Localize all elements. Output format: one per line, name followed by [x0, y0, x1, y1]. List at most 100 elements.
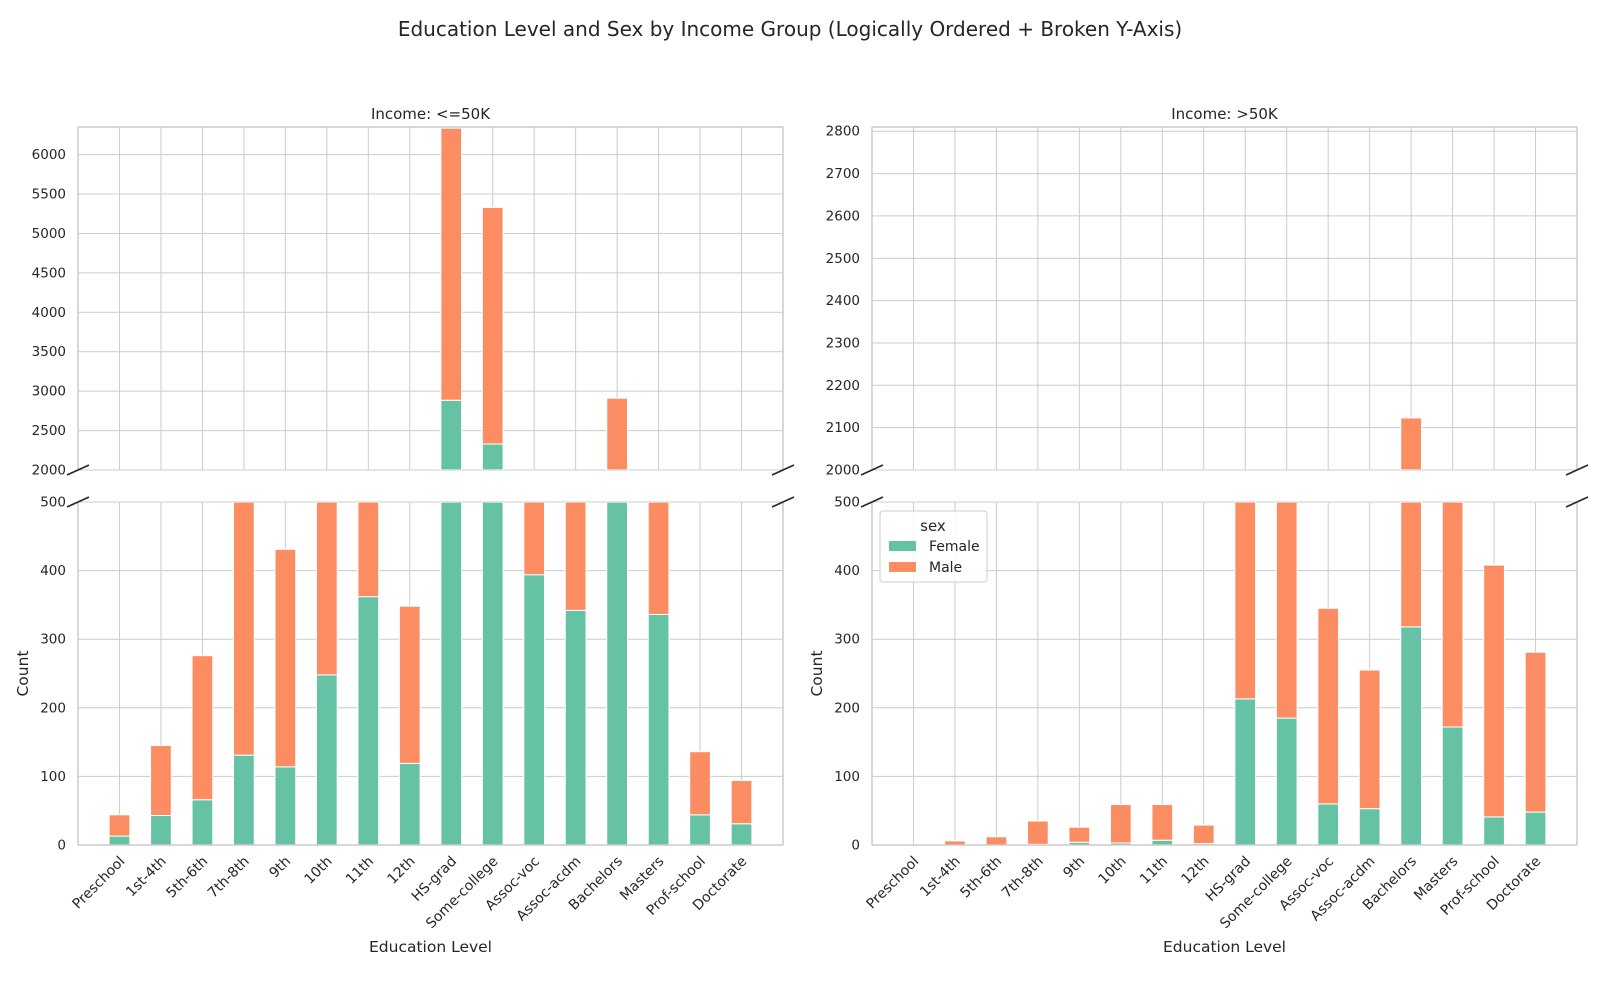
axis-break-mark: [66, 496, 90, 508]
y-tick-label: 2800: [826, 124, 860, 140]
x-axis-label: Education Level: [1163, 938, 1286, 956]
y-tick-label: 2300: [826, 335, 860, 351]
bar-bachelors-male: [1400, 502, 1422, 628]
bar-assoc-voc-male: [523, 502, 546, 576]
bar-doctorate-male: [730, 780, 753, 825]
y-tick-label: 2100: [826, 420, 860, 436]
bar-assoc-voc-female: [1317, 803, 1340, 845]
y-tick-label: 300: [40, 632, 66, 648]
bar-5th-6th-male: [191, 655, 214, 801]
bar-upper-hs-grad-female: [440, 399, 463, 470]
bars-upper: [440, 127, 628, 470]
bar-11th-female: [357, 596, 380, 845]
bar-5th-6th-female: [191, 799, 214, 845]
x-axis-label: Education Level: [369, 938, 492, 956]
legend-swatch-male: [889, 562, 916, 572]
axis-break-mark: [1565, 464, 1589, 476]
bar-upper-some-college-female: [481, 443, 504, 470]
y-tick-label: 0: [851, 838, 860, 854]
bar-prof-school-female: [689, 814, 711, 845]
bar-masters-female: [647, 614, 670, 845]
bars-upper: [1400, 417, 1422, 470]
y-tick-label: 300: [834, 632, 860, 648]
axis-break-mark: [66, 464, 90, 476]
bar-upper-some-college-male: [481, 206, 504, 445]
bar-bachelors-female: [606, 502, 628, 845]
axis-break-mark: [860, 496, 884, 508]
y-tick-label: 4500: [32, 265, 66, 281]
y-tick-label: 500: [834, 495, 860, 511]
y-tick-label: 4000: [32, 305, 66, 321]
y-tick-label: 3000: [32, 384, 66, 400]
y-tick-label: 500: [40, 495, 66, 511]
y-axis-label: Count: [808, 650, 826, 696]
legend-label-male: Male: [929, 560, 962, 576]
bar-12th-male: [1192, 824, 1215, 845]
y-tick-label: 6000: [32, 147, 66, 163]
bar-1st-4th-female: [150, 815, 172, 845]
bar-masters-male: [647, 502, 670, 616]
panel-title: Income: <=50K: [371, 105, 491, 123]
bar-10th-male: [1109, 804, 1132, 844]
axis-break-mark: [771, 464, 795, 476]
y-tick-label: 2000: [826, 463, 860, 479]
bar-assoc-acdm-female: [1358, 808, 1381, 845]
bar-7th-8th-male: [233, 502, 255, 756]
y-tick-label: 5000: [32, 226, 66, 242]
y-tick-label: 100: [40, 769, 66, 785]
bar-upper-bachelors-male: [606, 397, 628, 470]
bar-masters-female: [1441, 726, 1464, 845]
bar-some-college-female: [1275, 717, 1298, 845]
figure-title: Education Level and Sex by Income Group …: [398, 17, 1182, 41]
bar-12th-female: [398, 762, 421, 845]
y-tick-label: 2600: [826, 208, 860, 224]
bar-bachelors-female: [1400, 626, 1422, 845]
bar-hs-grad-female: [440, 502, 463, 845]
legend-swatch-female: [889, 541, 916, 551]
spines: [871, 126, 1578, 846]
y-tick-label: 100: [834, 769, 860, 785]
bar-11th-male: [1151, 804, 1174, 841]
y-tick-label: 400: [834, 563, 860, 579]
axis-break-mark: [771, 496, 795, 508]
legend-label-female: Female: [929, 539, 980, 555]
bar-prof-school-female: [1483, 816, 1505, 845]
bar-12th-male: [398, 605, 421, 764]
y-tick-label: 200: [834, 700, 860, 716]
bars-lower: [108, 502, 753, 845]
bar-11th-male: [357, 502, 380, 598]
bar-10th-female: [315, 674, 338, 845]
y-tick-label: 2200: [826, 378, 860, 394]
y-tick-label: 0: [57, 838, 66, 854]
y-tick-labels: 2000 2500 3000 3500 4000 4500 5000 5500 6000 0 100…: [32, 147, 66, 853]
spines: [77, 126, 784, 846]
bar-5th-6th-male: [985, 836, 1008, 845]
bar-assoc-voc-male: [1317, 607, 1340, 805]
y-tick-label: 200: [40, 700, 66, 716]
bar-hs-grad-female: [1234, 698, 1257, 845]
bar-assoc-voc-female: [523, 574, 546, 845]
panel-title: Income: >50K: [1171, 105, 1279, 123]
axis-break-mark: [1565, 496, 1589, 508]
bar-upper-hs-grad-male: [440, 127, 463, 401]
bar-prof-school-male: [1483, 564, 1505, 818]
bar-1st-4th-male: [150, 745, 172, 817]
bar-assoc-acdm-female: [564, 609, 587, 845]
legend-title: sex: [920, 517, 946, 535]
bar-7th-8th-female: [233, 754, 255, 845]
bar-preschool-male: [108, 814, 131, 837]
bar-9th-female: [274, 766, 297, 845]
bar-doctorate-male: [1524, 651, 1547, 813]
y-axis-label: Count: [14, 650, 32, 696]
bar-9th-male: [1068, 826, 1091, 843]
bar-prof-school-male: [689, 751, 711, 816]
y-tick-label: 2400: [826, 293, 860, 309]
y-tick-label: 400: [40, 563, 66, 579]
bar-9th-male: [274, 548, 297, 768]
bar-7th-8th-male: [1027, 820, 1049, 845]
y-tick-labels: 2000 2100 2200 2300 2400 2500 2600 2700 2800 0 100…: [826, 124, 860, 854]
bar-doctorate-female: [1524, 811, 1547, 845]
